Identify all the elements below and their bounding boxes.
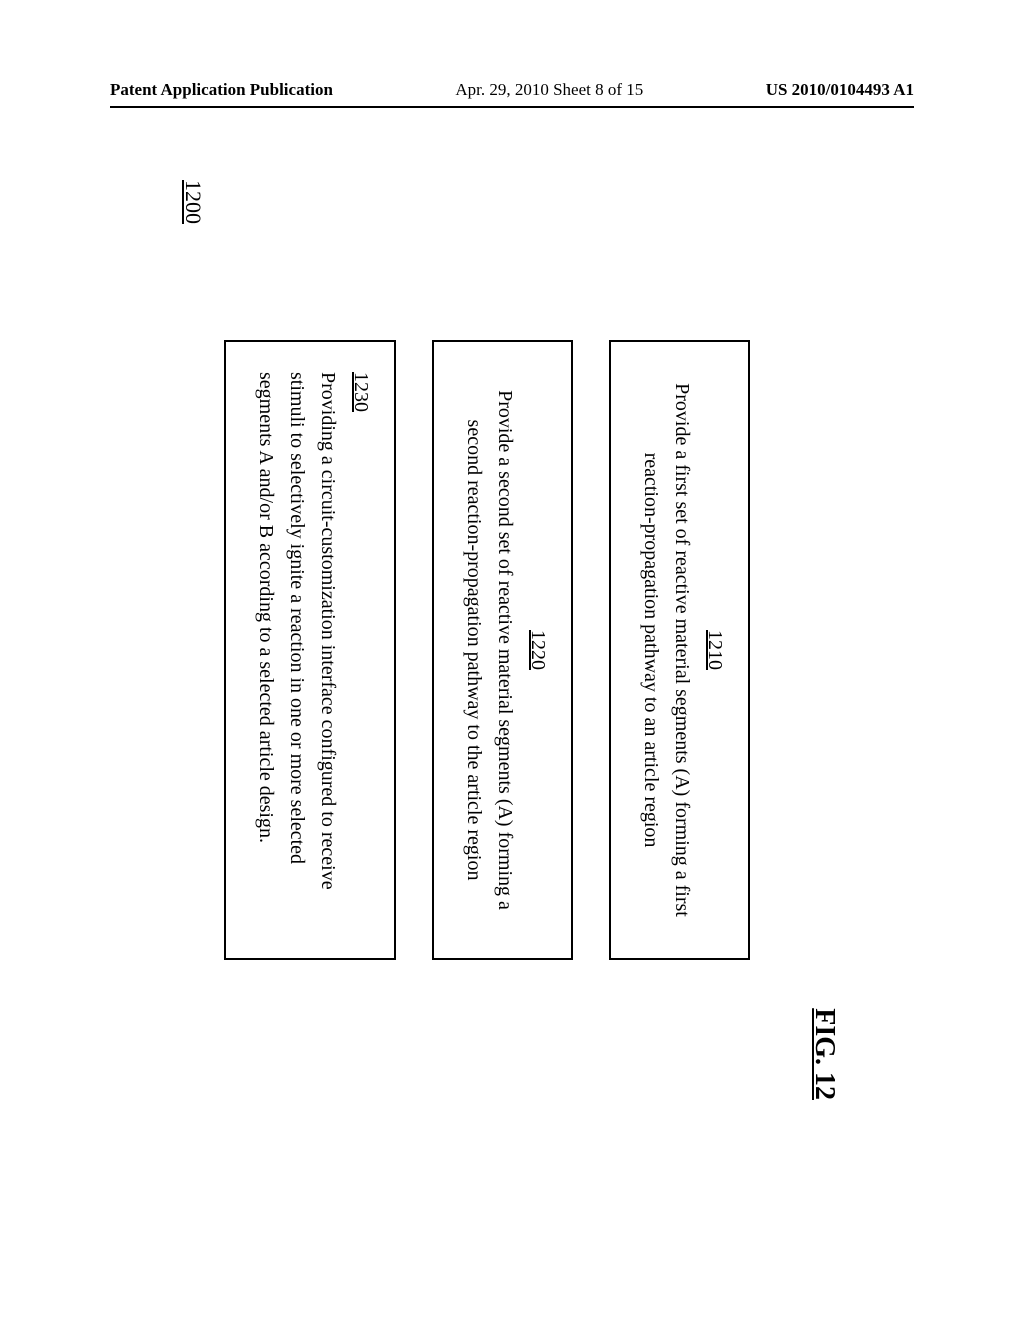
content-area: FIG. 12 1200 1210 Provide a first set of… (150, 160, 870, 1160)
header-left: Patent Application Publication (110, 80, 333, 100)
rotated-content: FIG. 12 1200 1210 Provide a first set of… (150, 160, 870, 1160)
page-header: Patent Application Publication Apr. 29, … (0, 80, 1024, 100)
step-number: 1220 (522, 630, 553, 670)
step-text: Provide a second set of reactive materia… (458, 366, 520, 934)
figure-ref-number: 1200 (180, 180, 206, 224)
step-number: 1210 (699, 630, 730, 670)
flowchart: 1210 Provide a first set of reactive mat… (224, 340, 750, 960)
header-rule (110, 106, 914, 108)
step-text: Providing a circuit-customization interf… (250, 372, 343, 930)
flow-step-1220: 1220 Provide a second set of reactive ma… (432, 340, 573, 960)
figure-label: FIG. 12 (808, 1008, 840, 1100)
header-center: Apr. 29, 2010 Sheet 8 of 15 (455, 80, 643, 100)
step-text: Provide a first set of reactive material… (635, 366, 697, 934)
header-right: US 2010/0104493 A1 (766, 80, 914, 100)
flow-step-1210: 1210 Provide a first set of reactive mat… (609, 340, 750, 960)
flow-step-1230: 1230 Providing a circuit-customization i… (224, 340, 396, 960)
step-number: 1230 (345, 372, 376, 412)
